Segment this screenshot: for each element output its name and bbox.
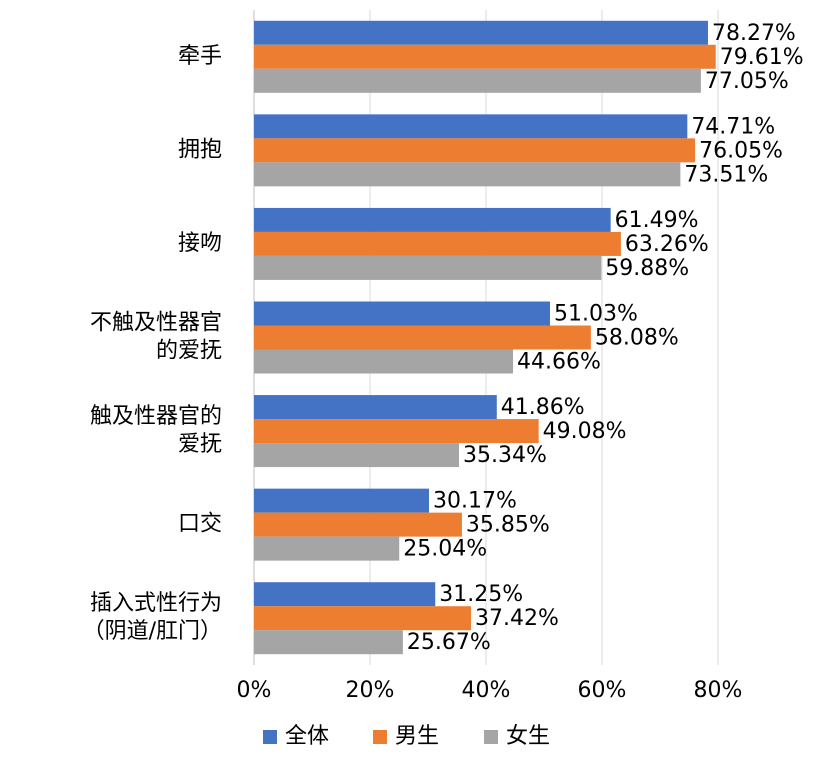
bar	[254, 443, 459, 468]
data-label: 41.86%	[501, 395, 585, 420]
bar	[254, 301, 550, 326]
legend-swatch	[263, 730, 277, 744]
data-label: 35.85%	[466, 513, 550, 538]
data-label: 79.61%	[720, 45, 804, 70]
data-label: 78.27%	[712, 21, 796, 46]
bar	[254, 630, 403, 655]
bar	[254, 231, 621, 256]
bar	[254, 162, 681, 187]
data-label: 74.71%	[691, 114, 775, 139]
legend-swatch	[373, 730, 387, 744]
y-tick-label: 口交	[178, 512, 222, 537]
y-tick-label: 插入式性行为（阴道/肛门）	[83, 591, 222, 644]
bar	[254, 419, 539, 444]
y-tick-label: 拥抱	[178, 137, 222, 162]
bar	[254, 536, 400, 561]
data-label: 30.17%	[433, 489, 517, 514]
y-tick-label: 牵手	[178, 44, 222, 69]
data-label: 51.03%	[554, 302, 638, 327]
bar	[254, 68, 701, 93]
x-tick-label: 20%	[346, 678, 395, 703]
data-label: 35.34%	[463, 443, 547, 468]
data-label: 25.67%	[407, 630, 491, 655]
data-label: 37.42%	[475, 606, 559, 631]
legend-label: 男生	[395, 724, 439, 749]
data-label: 76.05%	[699, 138, 783, 163]
legend-swatch	[484, 730, 498, 744]
x-tick-label: 60%	[578, 678, 627, 703]
y-tick-label: 触及性器官的爱抚	[90, 404, 222, 457]
y-tick-label: 不触及性器官的爱抚	[90, 311, 222, 364]
data-label: 61.49%	[615, 208, 699, 233]
x-tick-label: 80%	[694, 678, 743, 703]
x-tick-label: 40%	[462, 678, 511, 703]
data-label: 49.08%	[543, 419, 627, 444]
bar	[254, 138, 696, 163]
bar	[254, 20, 708, 45]
bar	[254, 44, 716, 69]
data-label: 25.04%	[403, 537, 487, 562]
data-label: 58.08%	[595, 326, 679, 351]
bar	[254, 488, 429, 513]
y-tick-label: 接吻	[178, 231, 222, 256]
bar	[254, 606, 472, 631]
legend-label: 女生	[506, 724, 550, 749]
bar	[254, 255, 602, 280]
bar	[254, 207, 611, 232]
bar	[254, 512, 462, 537]
x-tick-label: 0%	[237, 678, 272, 703]
data-label: 73.51%	[684, 162, 768, 187]
data-label: 59.88%	[605, 256, 689, 281]
bar	[254, 395, 497, 420]
bar	[254, 325, 591, 350]
bar	[254, 349, 514, 374]
legend-label: 全体	[285, 724, 329, 749]
bar	[254, 114, 688, 139]
data-label: 31.25%	[439, 582, 523, 607]
data-label: 77.05%	[705, 69, 789, 94]
bar	[254, 582, 436, 607]
data-label: 44.66%	[517, 350, 601, 375]
data-label: 63.26%	[625, 232, 709, 257]
